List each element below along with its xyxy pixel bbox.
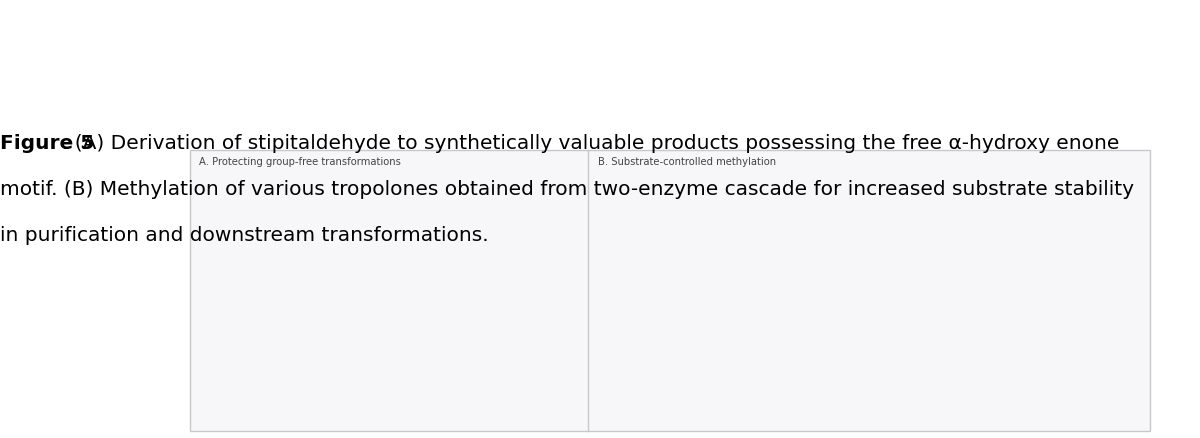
Text: A. Protecting group-free transformations: A. Protecting group-free transformations bbox=[199, 156, 401, 166]
FancyBboxPatch shape bbox=[190, 151, 1150, 431]
Text: in purification and downstream transformations.: in purification and downstream transform… bbox=[0, 226, 488, 244]
Text: B. Substrate-controlled methylation: B. Substrate-controlled methylation bbox=[598, 156, 775, 166]
Text: Figure 5: Figure 5 bbox=[0, 134, 95, 152]
Text: . (A) Derivation of stipitaldehyde to synthetically valuable products possessing: . (A) Derivation of stipitaldehyde to sy… bbox=[62, 134, 1120, 152]
Text: motif. (B) Methylation of various tropolones obtained from two-enzyme cascade fo: motif. (B) Methylation of various tropol… bbox=[0, 180, 1134, 198]
